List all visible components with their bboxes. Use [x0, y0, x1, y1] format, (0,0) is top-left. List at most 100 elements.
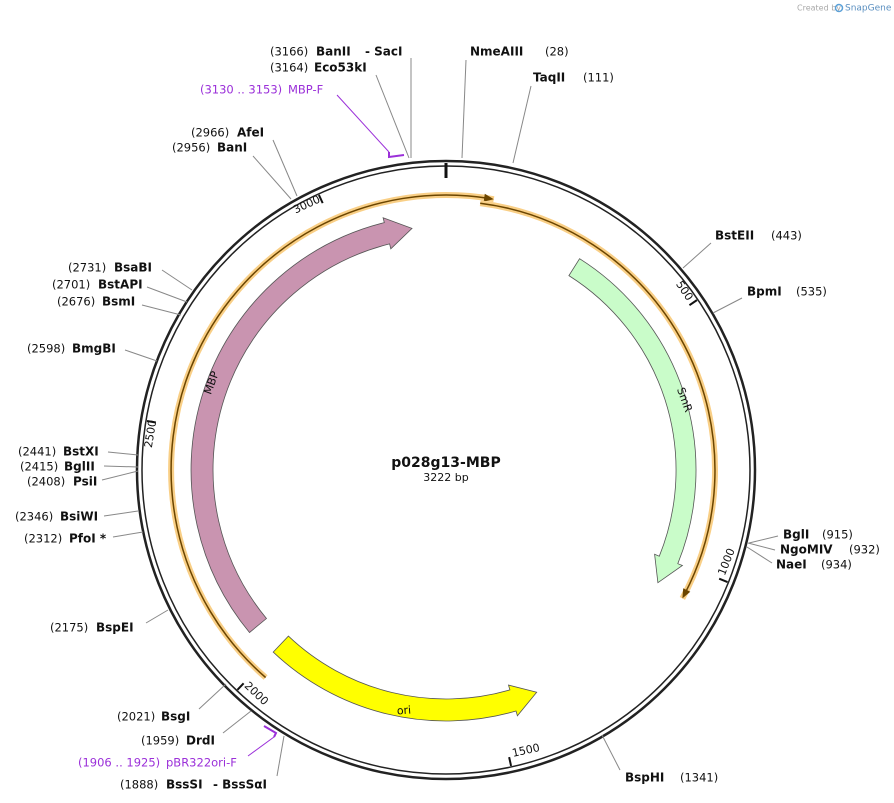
plasmid-name: p028g13-MBP [391, 455, 500, 471]
site-name: Eco53kI [314, 61, 367, 75]
feature-line [170, 194, 490, 679]
site-position: (2598) [27, 342, 65, 356]
site-leader [601, 734, 621, 771]
site-position: (1341) [680, 771, 718, 785]
site-name: BsiWI [60, 510, 98, 524]
site-position: (1959) [141, 734, 179, 748]
site-position: (915) [822, 528, 853, 542]
site-name: BspHI [625, 771, 664, 785]
feature-head [483, 193, 494, 202]
site-name: BstEII [715, 229, 754, 243]
site-name: BsmI [102, 295, 135, 309]
feature-arrow [272, 635, 538, 722]
site-name: BssSI [166, 778, 203, 792]
site-leader [103, 465, 139, 468]
feature-label: ori [396, 704, 411, 718]
site-leader [198, 683, 227, 710]
feature-arrow [568, 258, 697, 584]
tick-mark [718, 577, 728, 583]
site-name: PfoI * [69, 532, 107, 546]
site-position: (2676) [57, 295, 95, 309]
tick-mark [146, 420, 157, 424]
site-position: (2701) [52, 278, 90, 292]
site-leader [375, 74, 410, 159]
site-leader [276, 735, 285, 777]
site-name: TaqII [533, 71, 565, 85]
created-by: Created by [797, 4, 841, 13]
site-name: AfeI [237, 126, 264, 140]
site-name: BsaBI [114, 261, 152, 275]
site-position: (2021) [117, 710, 155, 724]
logo [834, 3, 844, 13]
site-name: BglI [783, 528, 809, 542]
brand: SnapGene [845, 4, 892, 14]
primer-mark [388, 152, 405, 159]
site-partner: - BssSαI [213, 778, 267, 792]
site-leader [107, 451, 139, 456]
site-name: BspEI [96, 621, 134, 635]
site-name: PsiI [73, 475, 97, 489]
site-name: NgoMIV [780, 543, 833, 557]
site-position: (2956) [172, 141, 210, 155]
feature-head [682, 588, 691, 599]
site-leader [252, 155, 292, 200]
site-name: BanI [217, 141, 247, 155]
site-position: (28) [545, 45, 569, 59]
site-name: NaeI [776, 558, 807, 572]
tick-label: 3000 [291, 193, 322, 217]
site-position: (2346) [15, 510, 53, 524]
site-position: (2408) [27, 475, 65, 489]
site-leader [112, 531, 144, 538]
primer-range: (3130 .. 3153) [200, 83, 282, 97]
site-position: (934) [821, 558, 852, 572]
primer-leader [247, 736, 275, 757]
primer-leader [336, 94, 390, 153]
site-leader [512, 85, 532, 164]
backbone-outer [135, 159, 757, 781]
plasmid-size: 3222 bp [423, 471, 468, 484]
site-partner: - SacI [365, 45, 402, 59]
site-position: (2415) [20, 460, 58, 474]
site-leader [682, 242, 712, 269]
site-leader [712, 297, 743, 314]
site-leader [124, 349, 158, 362]
site-name: NmeAIII [470, 45, 523, 59]
site-position: (535) [796, 285, 827, 299]
site-leader [746, 546, 773, 564]
tick-label: 2000 [242, 679, 271, 708]
primer-mark [263, 725, 278, 738]
site-position: (2175) [50, 621, 88, 635]
snapgene-badge: Created by SnapGene [797, 4, 892, 14]
primer-name: pBR322ori-F [166, 756, 237, 770]
site-name: BanII [316, 45, 351, 59]
tick-mark [508, 756, 513, 767]
primer-name: MBP-F [288, 83, 323, 97]
site-name: BsgI [161, 710, 190, 724]
site-name: BstXI [63, 445, 99, 459]
tick-mark [236, 682, 245, 691]
feature-arrow [190, 217, 413, 634]
site-position: (2441) [18, 445, 56, 459]
tick-label: 2500 [142, 419, 159, 449]
tick-mark [688, 299, 698, 307]
site-position: (2966) [191, 126, 229, 140]
site-position: (932) [849, 543, 880, 557]
feature-line [480, 202, 716, 595]
tick-label: 1000 [715, 546, 737, 577]
site-leader [748, 535, 779, 544]
site-position: (1888) [120, 778, 158, 792]
site-leader [141, 304, 182, 316]
tick-label: 1500 [511, 741, 541, 760]
site-leader [272, 139, 298, 197]
site-name: BpmI [747, 285, 782, 299]
site-position: (2312) [24, 532, 62, 546]
site-name: BglII [64, 460, 95, 474]
site-name: BmgBI [72, 342, 116, 356]
site-leader [461, 59, 467, 159]
site-position: (111) [583, 71, 614, 85]
site-leader [101, 470, 139, 481]
site-leader [103, 510, 139, 517]
